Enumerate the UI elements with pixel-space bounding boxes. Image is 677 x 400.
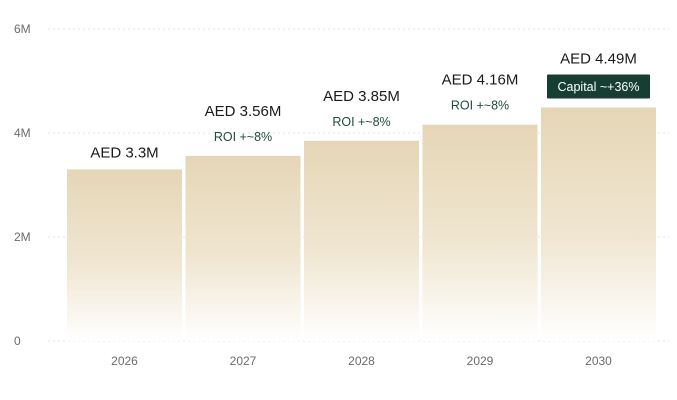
x-tick-label: 2029 — [467, 354, 494, 368]
roi-annotation: ROI +~8% — [332, 115, 390, 129]
y-tick-label: 4M — [14, 126, 31, 140]
y-tick-label: 6M — [14, 22, 31, 36]
bar-2027[interactable] — [185, 155, 301, 341]
y-tick-label: 0 — [14, 334, 21, 348]
bar-2028[interactable] — [304, 140, 419, 341]
bar-value-label: AED 3.85M — [323, 88, 400, 105]
x-tick-label: 2027 — [230, 354, 257, 368]
bar-value-label: AED 3.3M — [90, 144, 158, 161]
x-tick-label: 2026 — [111, 354, 138, 368]
bar-value-label: AED 3.56M — [205, 103, 282, 120]
roi-annotation: ROI +~8% — [451, 99, 509, 113]
bar-2030[interactable] — [541, 107, 656, 342]
bar-value-label: AED 4.49M — [560, 51, 637, 68]
capital-badge — [547, 74, 650, 99]
bar-2029[interactable] — [422, 124, 538, 342]
y-tick-label: 2M — [14, 230, 31, 244]
roi-annotation: ROI +~8% — [214, 130, 272, 144]
bar-2026[interactable] — [67, 169, 182, 341]
x-tick-label: 2028 — [348, 354, 375, 368]
bar-value-label: AED 4.16M — [442, 72, 519, 89]
capital-badge-label: Capital ~+36% — [557, 80, 639, 94]
x-tick-label: 2030 — [585, 354, 612, 368]
